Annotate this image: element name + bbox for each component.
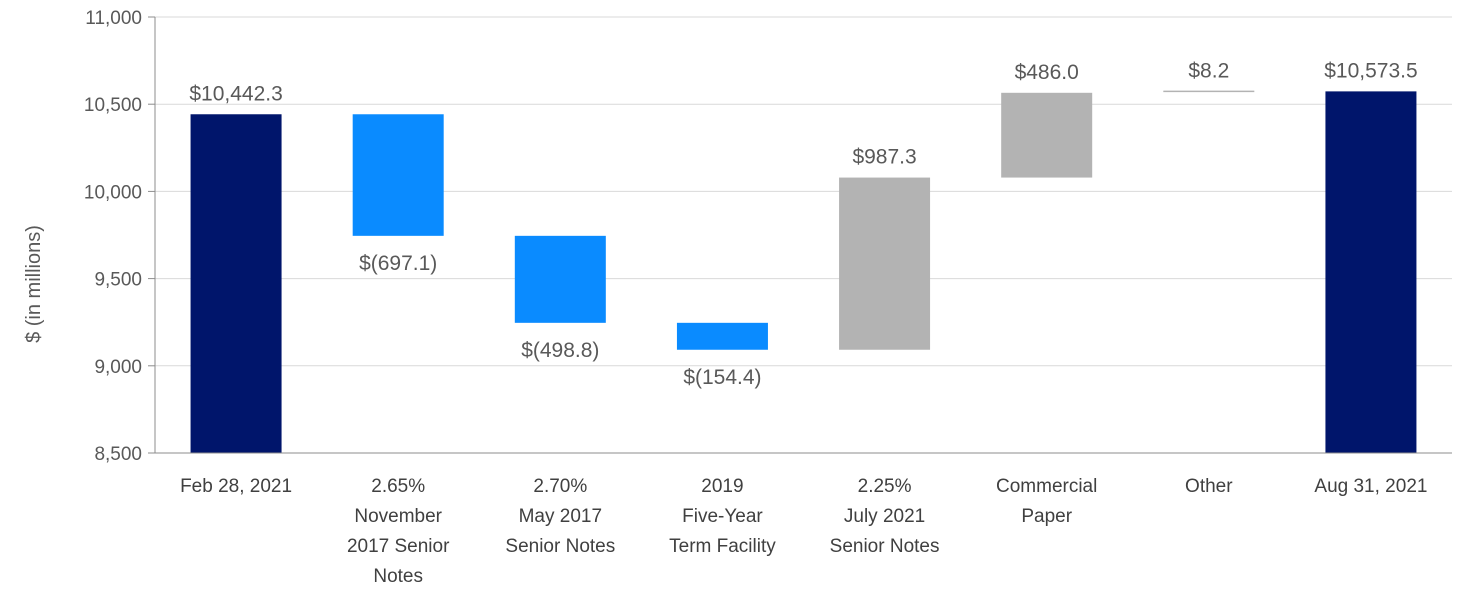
data-label: $10,442.3 [189, 82, 282, 105]
waterfall-bar [1001, 92, 1093, 178]
x-category-label: Feb 28, 2021 [180, 476, 292, 497]
data-label: $10,573.5 [1324, 59, 1417, 82]
data-label: $(154.4) [683, 366, 761, 389]
y-tick-label: 8,500 [94, 444, 142, 465]
y-tick-label: 10,500 [84, 95, 142, 116]
data-label: $(498.8) [521, 339, 599, 362]
data-label: $8.2 [1188, 59, 1229, 82]
x-category-label: Commercial Paper [996, 476, 1097, 527]
data-label: $486.0 [1015, 61, 1079, 84]
x-category-label: 2.25% July 2021 Senior Notes [830, 476, 940, 557]
axes [148, 16, 1452, 454]
gridlines [155, 16, 1452, 367]
y-axis-title: $ (in millions) [23, 225, 45, 343]
bars [190, 90, 1417, 454]
waterfall-bar [1325, 91, 1417, 454]
waterfall-bar [352, 114, 444, 236]
x-category-label: 2.65% November 2017 Senior Notes [347, 476, 450, 587]
waterfall-bar [839, 177, 931, 350]
x-category-label: 2.70% May 2017 Senior Notes [505, 476, 615, 557]
y-tick-label: 10,000 [84, 182, 142, 203]
data-label: $(697.1) [359, 252, 437, 275]
x-category-label: Other [1185, 476, 1233, 497]
waterfall-bar [676, 322, 768, 350]
x-category-label: Aug 31, 2021 [1314, 476, 1427, 497]
labels: 8,500 9,000 9,500 10,000 10,500 11,000 $10,442… [84, 8, 1428, 587]
y-tick-label: 9,000 [94, 357, 142, 378]
waterfall-bar [190, 114, 282, 453]
x-category-label: 2019 Five-Year Term Facility [669, 476, 776, 557]
waterfall-bar [514, 235, 606, 323]
y-tick-label: 9,500 [94, 270, 142, 291]
y-tick-label: 11,000 [85, 8, 142, 29]
data-label: $987.3 [852, 146, 916, 169]
